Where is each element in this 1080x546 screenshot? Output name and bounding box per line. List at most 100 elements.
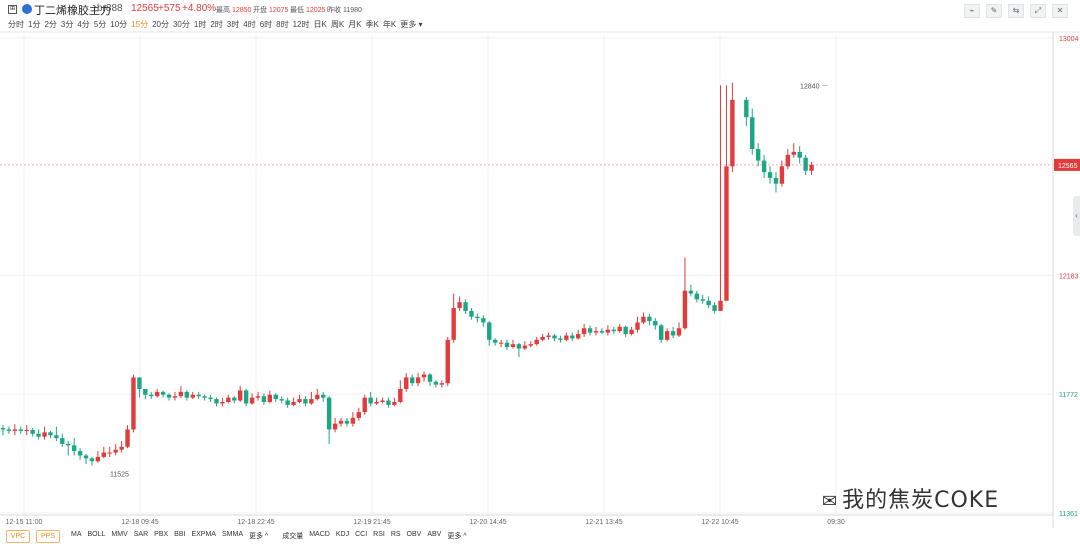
- x-tick-label: 12-18 22:45: [237, 519, 274, 526]
- indicator-item[interactable]: RSI: [373, 531, 385, 538]
- period-tab[interactable]: 1时: [193, 20, 207, 29]
- period-tab[interactable]: 4时: [243, 20, 256, 29]
- candle-body: [623, 326, 628, 335]
- indicator-item[interactable]: CCI: [355, 531, 368, 538]
- settings-icon[interactable]: ⇆: [1008, 4, 1024, 18]
- candle-body: [761, 160, 767, 173]
- indicator-list: MA BOLL MMV SAR PBX BBI EXPMA SMMA 更多 ^ 成交量 MACD KD…: [71, 531, 467, 541]
- draw-icon[interactable]: ✎: [986, 4, 1002, 18]
- collapse-handle-icon[interactable]: ‹: [1073, 196, 1080, 236]
- candle-body: [767, 172, 773, 178]
- candle-body: [433, 381, 439, 385]
- candle-body: [36, 433, 41, 437]
- low-stat: 最低 12025: [290, 5, 325, 15]
- candle-body: [344, 420, 350, 424]
- vpc-toggle[interactable]: VPC: [6, 530, 30, 543]
- period-tab[interactable]: 分时: [8, 20, 24, 29]
- candle-body: [261, 396, 267, 402]
- period-tab[interactable]: 1分: [28, 20, 41, 29]
- indicator-item[interactable]: ABV: [427, 531, 442, 538]
- period-tab[interactable]: 3分: [60, 20, 74, 29]
- period-tab[interactable]: 30分: [172, 20, 190, 29]
- period-tab[interactable]: 月K: [348, 20, 362, 29]
- candle-body: [89, 458, 95, 462]
- y-tick-label: 12183: [1059, 273, 1079, 280]
- period-tab[interactable]: 15分: [131, 20, 149, 29]
- indicator-item[interactable]: SAR: [133, 531, 149, 538]
- candle-body: [184, 391, 190, 398]
- period-tab[interactable]: 更多 ▾: [400, 20, 423, 29]
- candle-body: [593, 331, 599, 333]
- candle-body: [635, 322, 640, 330]
- candle-body: [356, 412, 361, 418]
- candle-body: [249, 397, 255, 404]
- period-tab[interactable]: 日K: [313, 20, 327, 29]
- candle-body: [24, 430, 29, 432]
- period-tab[interactable]: 3时: [226, 20, 240, 29]
- candle-body: [137, 377, 142, 389]
- indicator-item[interactable]: KDJ: [335, 531, 350, 538]
- x-tick-label: 12-21 13:45: [585, 519, 622, 526]
- candle-body: [599, 331, 605, 333]
- indicator-item[interactable]: RS: [390, 531, 401, 538]
- candle-body: [694, 293, 700, 300]
- period-tab[interactable]: 12时: [292, 20, 310, 29]
- candle-body: [791, 151, 796, 155]
- indicator-item[interactable]: 更多 ^: [248, 533, 269, 540]
- pps-toggle[interactable]: PPS: [36, 530, 60, 543]
- indicator-item[interactable]: MACD: [309, 531, 330, 538]
- price-change-pct: +4.80%: [182, 3, 217, 14]
- quote-header: ⊞ 丁二烯橡胶主力 br888 12565 +575 +4.80% 最高 128…: [0, 0, 1080, 18]
- candle-body: [581, 328, 587, 335]
- indicator-item[interactable]: SMMA: [221, 531, 243, 538]
- indicator-item[interactable]: PBX: [154, 531, 169, 538]
- candle-body: [172, 396, 178, 398]
- line-chart-icon[interactable]: ⌁: [964, 4, 980, 18]
- period-tab[interactable]: 20分: [152, 20, 169, 29]
- indicator-item[interactable]: MA: [71, 531, 82, 538]
- period-tab[interactable]: 5分: [93, 20, 107, 29]
- period-tab[interactable]: 季K: [365, 20, 379, 29]
- indicator-item[interactable]: BBI: [174, 531, 186, 538]
- candle-body: [202, 396, 207, 398]
- candle-body: [475, 316, 480, 319]
- candle-body: [238, 390, 243, 401]
- candle-body: [398, 388, 403, 402]
- candle-body: [332, 423, 338, 430]
- period-tab[interactable]: 周K: [330, 20, 345, 29]
- indicator-item[interactable]: EXPMA: [191, 531, 216, 538]
- period-tab[interactable]: 4分: [77, 20, 90, 29]
- candle-body: [421, 374, 427, 378]
- candle-body: [617, 326, 622, 332]
- indicator-item[interactable]: 更多 ^: [447, 533, 467, 540]
- period-tab[interactable]: 8时: [276, 20, 289, 29]
- candle-body: [570, 335, 575, 339]
- indicator-item[interactable]: MMV: [111, 531, 128, 538]
- indicator-item[interactable]: OBV: [406, 531, 422, 538]
- instrument-code: br888: [97, 3, 123, 14]
- period-tab[interactable]: 10分: [110, 20, 128, 29]
- period-tab[interactable]: 2时: [210, 20, 223, 29]
- candle-body: [125, 429, 130, 447]
- candle-body: [362, 397, 367, 413]
- close-icon[interactable]: ✕: [1052, 4, 1068, 18]
- expand-icon[interactable]: ⤢: [1030, 4, 1046, 18]
- period-tab[interactable]: 年K: [382, 20, 397, 29]
- candle-body: [297, 399, 302, 402]
- indicator-bar: VPC PPS MA BOLL MMV SAR PBX BBI EXPMA SMMA 更多 ^ 成…: [0, 529, 1080, 543]
- candle-body: [785, 154, 791, 167]
- candle-body: [160, 391, 166, 395]
- watermark: ✉ 我的焦炭COKE: [822, 482, 999, 514]
- period-tab[interactable]: 6时: [259, 20, 273, 29]
- candle-body: [718, 300, 723, 311]
- contract-icon: [22, 4, 32, 14]
- period-tabs: 分时 1分 2分 3分 4分 5分 10分 15分 20分 30分 1时 2时 3时 4时 6时 8时 12时日…: [8, 19, 422, 31]
- indicator-item[interactable]: BOLL: [87, 531, 106, 538]
- candle-body: [196, 394, 201, 397]
- period-tab[interactable]: 2分: [44, 20, 57, 29]
- indicator-item[interactable]: 成交量: [282, 533, 304, 540]
- candle-body: [682, 290, 688, 329]
- candle-body: [803, 157, 808, 171]
- instrument-title[interactable]: 丁二烯橡胶主力: [34, 5, 111, 17]
